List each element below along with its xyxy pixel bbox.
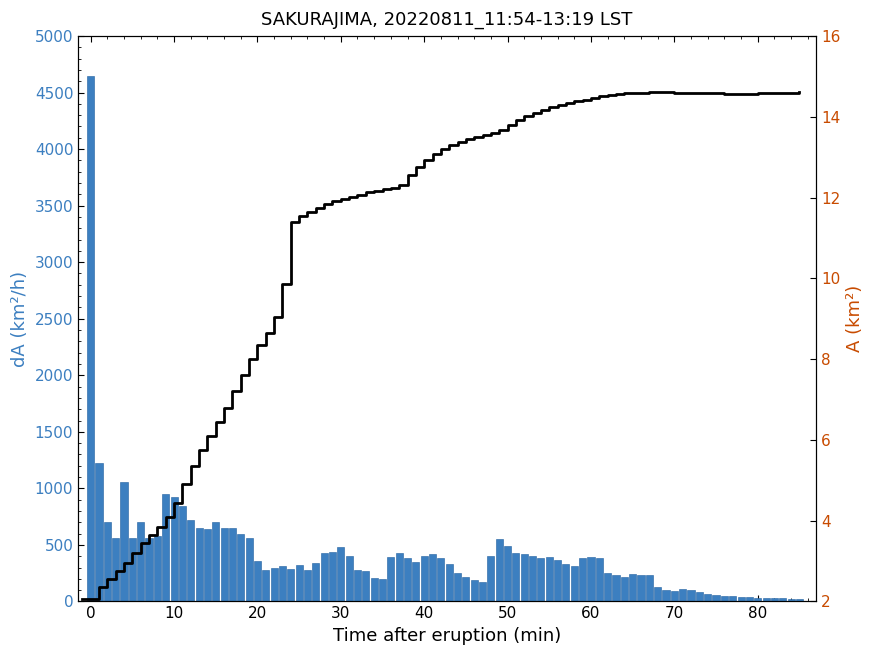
Bar — [254, 561, 261, 602]
Bar — [529, 556, 536, 602]
Bar — [296, 565, 303, 602]
Bar — [145, 538, 152, 602]
Bar — [662, 590, 669, 602]
Bar — [438, 558, 444, 602]
Bar — [121, 482, 128, 602]
Bar — [729, 596, 736, 602]
Bar — [279, 566, 286, 602]
Bar — [612, 575, 620, 602]
X-axis label: Time after eruption (min): Time after eruption (min) — [333, 627, 561, 645]
Bar — [195, 528, 203, 602]
Bar — [246, 538, 253, 602]
Bar — [104, 522, 111, 602]
Bar — [620, 577, 628, 602]
Bar — [554, 560, 561, 602]
Bar — [696, 592, 703, 602]
Bar — [229, 528, 236, 602]
Bar — [754, 598, 761, 602]
Bar — [187, 520, 194, 602]
Bar — [88, 75, 94, 602]
Bar — [546, 558, 553, 602]
Bar — [337, 547, 345, 602]
Bar — [379, 579, 386, 602]
Bar — [504, 546, 511, 602]
Bar — [679, 589, 686, 602]
Bar — [129, 538, 136, 602]
Bar — [95, 464, 102, 602]
Bar — [579, 558, 586, 602]
Bar — [513, 553, 520, 602]
Y-axis label: A (km²): A (km²) — [846, 285, 864, 352]
Bar — [796, 599, 803, 602]
Bar — [371, 578, 378, 602]
Bar — [312, 563, 319, 602]
Bar — [162, 494, 169, 602]
Bar — [654, 586, 662, 602]
Bar — [137, 522, 144, 602]
Bar — [704, 594, 711, 602]
Bar — [721, 596, 728, 602]
Bar — [521, 554, 528, 602]
Bar — [354, 570, 361, 602]
Bar — [788, 599, 794, 602]
Bar — [454, 573, 461, 602]
Bar — [204, 529, 211, 602]
Bar — [780, 598, 787, 602]
Bar — [487, 556, 494, 602]
Bar — [496, 539, 503, 602]
Bar — [629, 574, 636, 602]
Bar — [388, 558, 395, 602]
Bar — [421, 556, 428, 602]
Bar — [771, 598, 778, 602]
Bar — [396, 553, 402, 602]
Bar — [604, 573, 611, 602]
Bar — [412, 562, 419, 602]
Bar — [287, 569, 294, 602]
Bar — [596, 558, 603, 602]
Title: SAKURAJIMA, 20220811_11:54-13:19 LST: SAKURAJIMA, 20220811_11:54-13:19 LST — [262, 11, 633, 29]
Bar — [429, 554, 436, 602]
Bar — [346, 556, 353, 602]
Bar — [329, 552, 336, 602]
Bar — [570, 566, 578, 602]
Bar — [712, 595, 719, 602]
Bar — [479, 583, 487, 602]
Bar — [112, 538, 119, 602]
Bar — [471, 580, 478, 602]
Bar — [220, 528, 228, 602]
Bar — [671, 591, 678, 602]
Bar — [304, 570, 311, 602]
Bar — [178, 506, 186, 602]
Bar — [213, 522, 220, 602]
Bar — [445, 564, 452, 602]
Y-axis label: dA (km²/h): dA (km²/h) — [11, 271, 29, 367]
Bar — [746, 597, 752, 602]
Bar — [638, 575, 645, 602]
Bar — [688, 590, 695, 602]
Bar — [270, 567, 277, 602]
Bar — [362, 571, 369, 602]
Bar — [537, 558, 544, 602]
Bar — [404, 558, 411, 602]
Bar — [154, 536, 161, 602]
Bar — [462, 577, 469, 602]
Bar — [646, 575, 653, 602]
Bar — [320, 553, 327, 602]
Bar — [738, 597, 745, 602]
Bar — [237, 533, 244, 602]
Bar — [563, 564, 570, 602]
Bar — [762, 598, 770, 602]
Bar — [587, 558, 594, 602]
Bar — [171, 497, 178, 602]
Bar — [262, 570, 270, 602]
